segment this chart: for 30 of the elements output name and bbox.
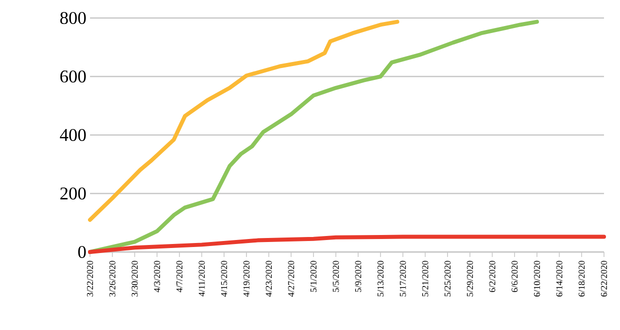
x-tick-label: 6/18/2020 [578, 260, 585, 296]
x-tick-label: 4/27/2020 [288, 260, 294, 297]
x-tick-label: 4/23/2020 [266, 260, 272, 297]
x-tick-label: 6/22/2020 [600, 260, 608, 296]
x-tick-label: 6/6/2020 [512, 260, 518, 292]
x-tick-label: 4/19/2020 [243, 260, 250, 297]
x-tick-label: 5/21/2020 [422, 260, 428, 296]
y-tick-label: 800 [60, 12, 86, 24]
x-tick-label: 4/15/2020 [221, 260, 228, 297]
x-tick-label: 4/3/2020 [154, 260, 160, 292]
x-tick-label: 6/14/2020 [556, 260, 562, 296]
x-tick-label: 5/13/2020 [377, 260, 384, 296]
x-tick-label: 5/9/2020 [355, 260, 362, 292]
x-tick-label: 5/17/2020 [400, 260, 406, 296]
x-tick-label: 5/29/2020 [466, 260, 473, 296]
x-tick-label: 6/2/2020 [489, 260, 496, 292]
x-tick-label: 5/25/2020 [444, 260, 451, 296]
y-tick-label: 200 [60, 187, 86, 200]
y-tick-label: 600 [60, 70, 86, 83]
y-tick-label: 0 [78, 246, 86, 258]
x-tick-label: 4/7/2020 [176, 260, 182, 292]
line-series [88, 20, 400, 222]
x-tick-label: 3/30/2020 [132, 260, 138, 296]
x-tick-label: 3/22/2020 [86, 260, 94, 296]
x-tick-label: 3/26/2020 [109, 260, 116, 296]
x-tick-label: 5/1/2020 [310, 260, 317, 292]
x-tick-label: 5/5/2020 [332, 260, 339, 292]
x-tick-label: 6/10/2020 [534, 260, 540, 296]
y-tick-label: 400 [60, 128, 86, 142]
x-tick-label: 4/11/2020 [198, 260, 205, 296]
